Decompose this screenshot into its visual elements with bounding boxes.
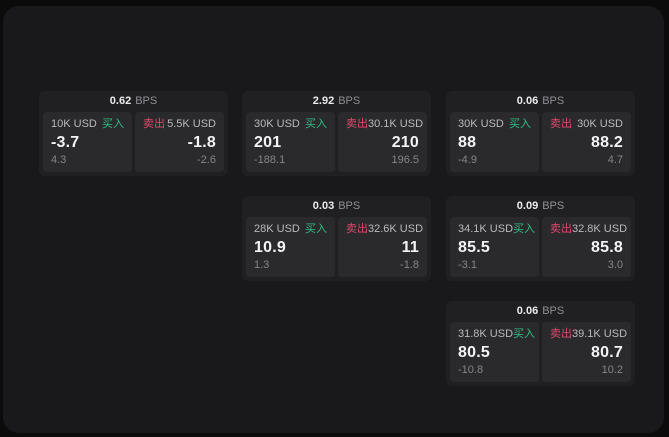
buy-tag[interactable]: 买入 [102,118,124,130]
sell-panel[interactable]: 卖出 30K USD 88.2 4.7 [542,112,631,172]
sell-price: 11 [401,239,419,256]
sell-price: -1.8 [187,134,216,151]
buy-delta: 1.3 [254,259,270,271]
sell-price: 210 [391,134,419,151]
sell-price: 85.8 [591,239,623,256]
buy-panel[interactable]: 34.1K USD 买入 85.5 -3.1 [450,217,539,277]
buy-tag[interactable]: 买入 [513,223,536,235]
buy-tag[interactable]: 买入 [305,223,327,235]
sell-panel[interactable]: 卖出 39.1K USD 80.7 10.2 [542,322,631,382]
sell-tag[interactable]: 卖出 [550,223,572,235]
sell-amount: 30.1K USD [368,118,424,130]
sell-price: 80.7 [591,344,623,361]
buy-amount: 31.8K USD [458,328,514,340]
buy-price: 80.5 [458,344,490,361]
buy-delta: -4.9 [458,154,477,166]
sell-amount: 32.8K USD [572,223,628,235]
sell-delta: 10.2 [601,364,623,376]
buy-panel[interactable]: 31.8K USD 买入 80.5 -10.8 [450,322,539,382]
main-panel: 0.62 BPS 10K USD 买入 -3.7 4.3 卖出 5.5K USD [3,6,664,433]
card-header: 0.06 BPS [446,91,635,112]
buy-price: 201 [254,134,282,151]
sell-tag[interactable]: 卖出 [143,118,165,130]
bps-value: 0.09 [516,200,539,212]
card-body: 30K USD 买入 201 -188.1 卖出 30.1K USD 210 1… [246,112,427,172]
sell-delta: -1.8 [400,259,419,271]
sell-panel[interactable]: 卖出 5.5K USD -1.8 -2.6 [135,112,224,172]
bps-value: 0.06 [516,305,539,317]
sell-panel[interactable]: 卖出 32.6K USD 11 -1.8 [338,217,427,277]
buy-amount: 10K USD [51,118,97,130]
sell-amount: 32.6K USD [368,223,424,235]
spread-card: 2.92 BPS 30K USD 买入 201 -188.1 卖出 30.1K … [242,91,431,176]
spread-card: 0.62 BPS 10K USD 买入 -3.7 4.3 卖出 5.5K USD [39,91,228,176]
buy-amount: 30K USD [458,118,504,130]
bps-value: 2.92 [312,95,335,107]
buy-tag[interactable]: 买入 [513,328,536,340]
spread-card: 0.06 BPS 30K USD 买入 88 -4.9 卖出 30K USD [446,91,635,176]
card-body: 10K USD 买入 -3.7 4.3 卖出 5.5K USD -1.8 -2.… [43,112,224,172]
bps-unit-label: BPS [338,95,361,107]
card-header: 0.09 BPS [446,196,635,217]
spread-card: 0.06 BPS 31.8K USD 买入 80.5 -10.8 卖出 39.1… [446,301,635,386]
card-header: 0.03 BPS [242,196,431,217]
buy-price: 85.5 [458,239,490,256]
bps-unit-label: BPS [542,95,565,107]
buy-delta: -3.1 [458,259,477,271]
bps-value: 0.06 [516,95,539,107]
buy-delta: -10.8 [458,364,484,376]
buy-panel[interactable]: 10K USD 买入 -3.7 4.3 [43,112,132,172]
bps-value: 0.62 [109,95,132,107]
buy-amount: 30K USD [254,118,300,130]
sell-delta: 196.5 [391,154,419,166]
card-header: 0.62 BPS [39,91,228,112]
sell-amount: 39.1K USD [572,328,628,340]
card-header: 0.06 BPS [446,301,635,322]
buy-delta: -188.1 [254,154,286,166]
buy-amount: 28K USD [254,223,300,235]
sell-amount: 30K USD [577,118,623,130]
sell-tag[interactable]: 卖出 [346,223,368,235]
buy-tag[interactable]: 买入 [509,118,531,130]
card-header: 2.92 BPS [242,91,431,112]
buy-price: 10.9 [254,239,286,256]
sell-tag[interactable]: 卖出 [550,118,572,130]
card-body: 34.1K USD 买入 85.5 -3.1 卖出 32.8K USD 85.8… [450,217,631,277]
bps-unit-label: BPS [135,95,158,107]
buy-tag[interactable]: 买入 [305,118,327,130]
buy-panel[interactable]: 28K USD 买入 10.9 1.3 [246,217,335,277]
buy-price: 88 [458,134,477,151]
card-body: 28K USD 买入 10.9 1.3 卖出 32.6K USD 11 -1.8 [246,217,427,277]
sell-panel[interactable]: 卖出 30.1K USD 210 196.5 [338,112,427,172]
buy-panel[interactable]: 30K USD 买入 201 -188.1 [246,112,335,172]
buy-price: -3.7 [51,134,80,151]
sell-delta: 3.0 [607,259,623,271]
spread-card: 0.09 BPS 34.1K USD 买入 85.5 -3.1 卖出 32.8K… [446,196,635,281]
sell-tag[interactable]: 卖出 [550,328,572,340]
bps-unit-label: BPS [542,305,565,317]
bps-unit-label: BPS [338,200,361,212]
card-body: 31.8K USD 买入 80.5 -10.8 卖出 39.1K USD 80.… [450,322,631,382]
card-body: 30K USD 买入 88 -4.9 卖出 30K USD 88.2 4.7 [450,112,631,172]
sell-panel[interactable]: 卖出 32.8K USD 85.8 3.0 [542,217,631,277]
buy-amount: 34.1K USD [458,223,514,235]
buy-panel[interactable]: 30K USD 买入 88 -4.9 [450,112,539,172]
sell-delta: -2.6 [197,154,216,166]
buy-delta: 4.3 [51,154,67,166]
sell-price: 88.2 [591,134,623,151]
sell-tag[interactable]: 卖出 [346,118,368,130]
bps-value: 0.03 [312,200,335,212]
bps-unit-label: BPS [542,200,565,212]
spread-card: 0.03 BPS 28K USD 买入 10.9 1.3 卖出 32.6K US… [242,196,431,281]
sell-delta: 4.7 [607,154,623,166]
sell-amount: 5.5K USD [167,118,216,130]
